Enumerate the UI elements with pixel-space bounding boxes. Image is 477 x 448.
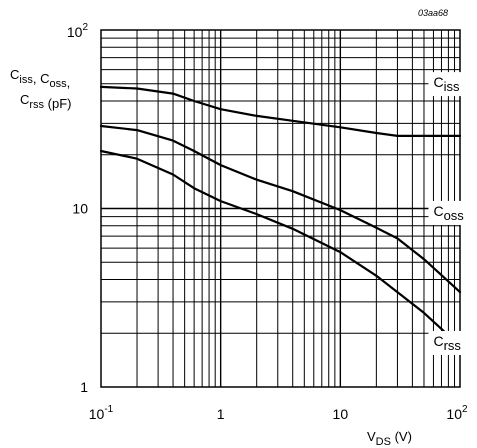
series-line-ciss	[99, 85, 462, 137]
x-tick-label: 102	[446, 404, 468, 422]
y-tick-label: 1	[80, 379, 88, 395]
y-axis-label-line2: Crss (pF)	[20, 92, 72, 111]
series-label-bg	[428, 200, 477, 225]
x-axis-label: VDS (V)	[367, 429, 412, 448]
series-label-bg	[428, 72, 477, 97]
series-label-ciss: Ciss	[433, 74, 460, 94]
x-tick-label: 10-1	[89, 404, 114, 422]
grid	[100, 29, 461, 388]
figure-id: 03aa68	[418, 8, 448, 18]
curves	[99, 85, 462, 347]
series-label-coss: Coss	[433, 203, 464, 223]
series-labels: Ciss Coss Crss	[428, 72, 477, 355]
y-axis-label-line1: Ciss, Coss,	[10, 67, 70, 90]
y-tick-label: 102	[67, 22, 89, 40]
series-line-crss	[99, 149, 462, 347]
series-line-coss	[99, 124, 462, 294]
x-tick-label: 10	[333, 406, 349, 422]
x-tick-label: 1	[217, 406, 225, 422]
series-label-bg	[428, 330, 477, 355]
y-tick-label: 10	[72, 201, 88, 217]
series-label-crss: Crss	[433, 333, 461, 353]
